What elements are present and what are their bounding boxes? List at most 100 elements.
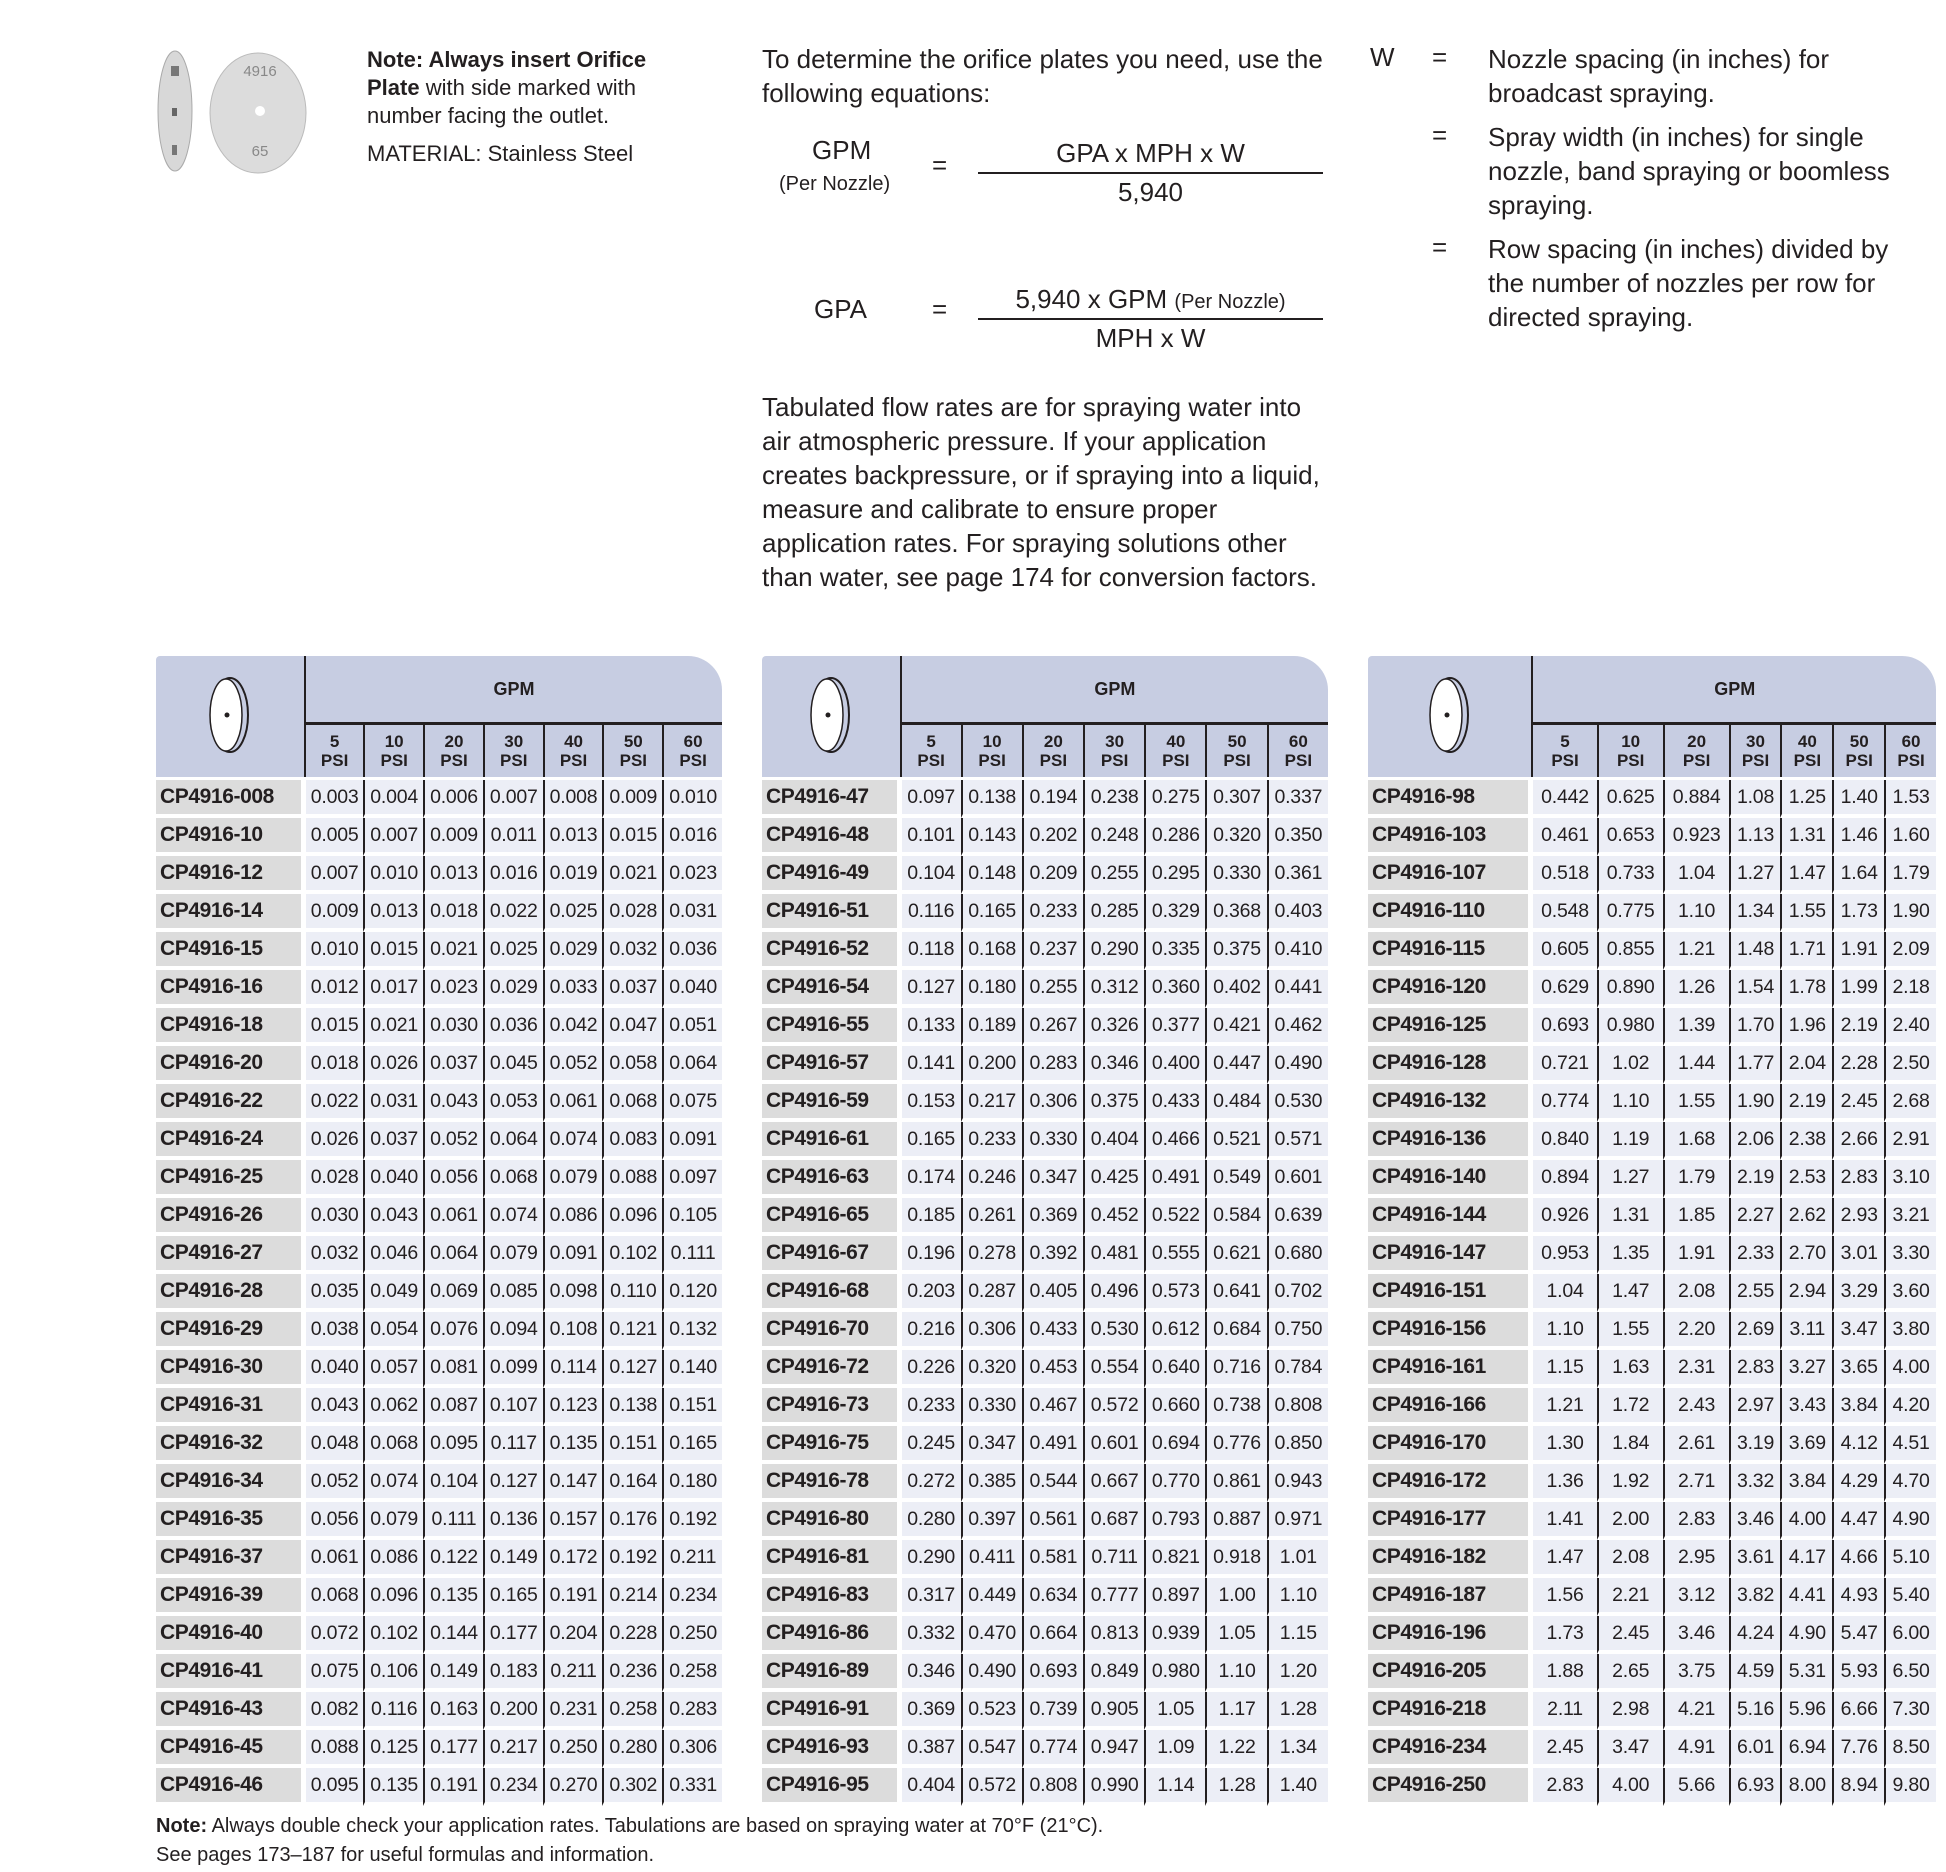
orifice-plate-icon	[1428, 676, 1469, 753]
gpm-value: 8.50	[1884, 1730, 1936, 1768]
gpm-value: 0.087	[423, 1388, 483, 1426]
gpm-value: 0.056	[423, 1160, 483, 1198]
gpm-value: 0.016	[662, 818, 722, 856]
gpm-value: 4.59	[1728, 1654, 1781, 1692]
part-number: CP4916-31	[156, 1388, 306, 1426]
gpm-value: 0.392	[1021, 1236, 1083, 1274]
gpm-value: 0.332	[901, 1616, 961, 1654]
gpm-value: 2.50	[1884, 1046, 1936, 1084]
gpm-value: 0.053	[482, 1084, 543, 1122]
gpm-value: 2.04	[1780, 1046, 1833, 1084]
gpm-value: 0.470	[960, 1616, 1022, 1654]
gpm-value: 0.135	[363, 1768, 424, 1806]
gpm-value: 0.068	[602, 1084, 663, 1122]
gpm-header: GPM	[1533, 656, 1936, 722]
gpm-value: 0.739	[1021, 1692, 1083, 1730]
footer-note: Note: Always double check your applicati…	[156, 1815, 1104, 1866]
gpm-value: 3.46	[1662, 1616, 1729, 1654]
gpm-value: 1.56	[1533, 1578, 1597, 1616]
gpm-value: 0.021	[363, 1008, 424, 1046]
table-row: CP4916-22 0.022 0.031 0.043 0.053 0.061 0.068 0…	[156, 1084, 722, 1122]
gpm-value: 7.76	[1832, 1730, 1885, 1768]
table-row: CP4916-45 0.088 0.125 0.177 0.217 0.250 0.280 0…	[156, 1730, 722, 1768]
table-row: CP4916-128 0.721 1.02 1.44 1.77 2.04 2.28 2.50	[1368, 1046, 1936, 1084]
gpm-value: 0.750	[1266, 1312, 1328, 1350]
gpm-value: 0.605	[1533, 932, 1597, 970]
psi-header: 30 PSI	[1082, 722, 1145, 777]
table-row: CP4916-59 0.153 0.217 0.306 0.375 0.433 0.484 0…	[762, 1084, 1328, 1122]
gpm-value: 2.83	[1832, 1160, 1885, 1198]
gpm-value: 1.28	[1205, 1768, 1267, 1806]
gpa-numerator: 5,940 x GPM (Per Nozzle)	[1015, 284, 1286, 314]
gpm-value: 0.490	[960, 1654, 1022, 1692]
gpm-value: 0.400	[1144, 1046, 1206, 1084]
gpm-value: 0.621	[1205, 1236, 1267, 1274]
gpm-value: 0.005	[305, 818, 364, 856]
gpm-value: 2.62	[1780, 1198, 1833, 1236]
gpm-value: 5.10	[1884, 1540, 1936, 1578]
gpm-value: 0.491	[1021, 1426, 1083, 1464]
gpm-value: 2.38	[1780, 1122, 1833, 1160]
gpm-value: 1.19	[1596, 1122, 1663, 1160]
gpm-value: 0.784	[1266, 1350, 1328, 1388]
part-number: CP4916-234	[1368, 1730, 1534, 1768]
gpm-value: 0.491	[1144, 1160, 1206, 1198]
gpm-value: 0.095	[305, 1768, 364, 1806]
table-row: CP4916-132 0.774 1.10 1.55 1.90 2.19 2.45 2.68	[1368, 1084, 1936, 1122]
table-row: CP4916-57 0.141 0.200 0.283 0.346 0.400 0.447 0…	[762, 1046, 1328, 1084]
gpm-value: 4.70	[1884, 1464, 1936, 1502]
gpm-value: 0.149	[482, 1540, 543, 1578]
table-row: CP4916-68 0.203 0.287 0.405 0.496 0.573 0.641 0…	[762, 1274, 1328, 1312]
gpm-value: 4.21	[1662, 1692, 1729, 1730]
gpm-value: 0.007	[305, 856, 364, 894]
gpm-value: 0.584	[1205, 1198, 1267, 1236]
gpm-value: 0.629	[1533, 970, 1597, 1008]
gpm-value: 0.640	[1144, 1350, 1206, 1388]
gpm-value: 0.056	[305, 1502, 364, 1540]
gpm-value: 0.461	[1533, 818, 1597, 856]
gpm-value: 0.079	[542, 1160, 603, 1198]
table-row: CP4916-107 0.518 0.733 1.04 1.27 1.47 1.64 1.79	[1368, 856, 1936, 894]
gpm-header: GPM	[901, 656, 1328, 722]
gpm-value: 0.012	[305, 970, 364, 1008]
gpm-value: 0.555	[1144, 1236, 1206, 1274]
gpm-value: 0.953	[1533, 1236, 1597, 1274]
gpm-value: 0.442	[1533, 780, 1597, 818]
gpm-value: 0.572	[960, 1768, 1022, 1806]
psi-header: 10 PSI	[1596, 722, 1663, 777]
gpm-value: 0.049	[363, 1274, 424, 1312]
gpm-value: 6.50	[1884, 1654, 1936, 1692]
part-number: CP4916-35	[156, 1502, 306, 1540]
gpm-value: 1.05	[1144, 1692, 1206, 1730]
gpm-value: 0.123	[542, 1388, 603, 1426]
part-number: CP4916-103	[1368, 818, 1534, 856]
gpm-value: 2.94	[1780, 1274, 1833, 1312]
gpm-value: 0.028	[305, 1160, 364, 1198]
table-row: CP4916-166 1.21 1.72 2.43 2.97 3.43 3.84 4.20	[1368, 1388, 1936, 1426]
gpm-value: 0.010	[363, 856, 424, 894]
part-number: CP4916-52	[762, 932, 902, 970]
gpm-value: 0.402	[1205, 970, 1267, 1008]
part-number: CP4916-172	[1368, 1464, 1534, 1502]
gpm-value: 0.127	[901, 970, 961, 1008]
gpm-value: 3.69	[1780, 1426, 1833, 1464]
gpm-value: 0.278	[960, 1236, 1022, 1274]
gpm-value: 2.19	[1832, 1008, 1885, 1046]
gpm-value: 0.068	[363, 1426, 424, 1464]
gpm-value: 0.111	[662, 1236, 722, 1274]
gpm-value: 0.306	[960, 1312, 1022, 1350]
gpm-value: 0.026	[305, 1122, 364, 1160]
part-number: CP4916-28	[156, 1274, 306, 1312]
table-row: CP4916-20 0.018 0.026 0.037 0.045 0.052 0.058 0…	[156, 1046, 722, 1084]
gpm-value: 0.245	[901, 1426, 961, 1464]
part-number: CP4916-20	[156, 1046, 306, 1084]
part-number: CP4916-75	[762, 1426, 902, 1464]
gpm-value: 2.31	[1662, 1350, 1729, 1388]
equals-sign: =	[1432, 42, 1448, 72]
gpm-value: 0.200	[960, 1046, 1022, 1084]
psi-header: 60 PSI	[1884, 722, 1936, 777]
gpm-value: 0.038	[305, 1312, 364, 1350]
gpm-value: 0.011	[482, 818, 543, 856]
part-number: CP4916-12	[156, 856, 306, 894]
gpm-value: 0.185	[901, 1198, 961, 1236]
